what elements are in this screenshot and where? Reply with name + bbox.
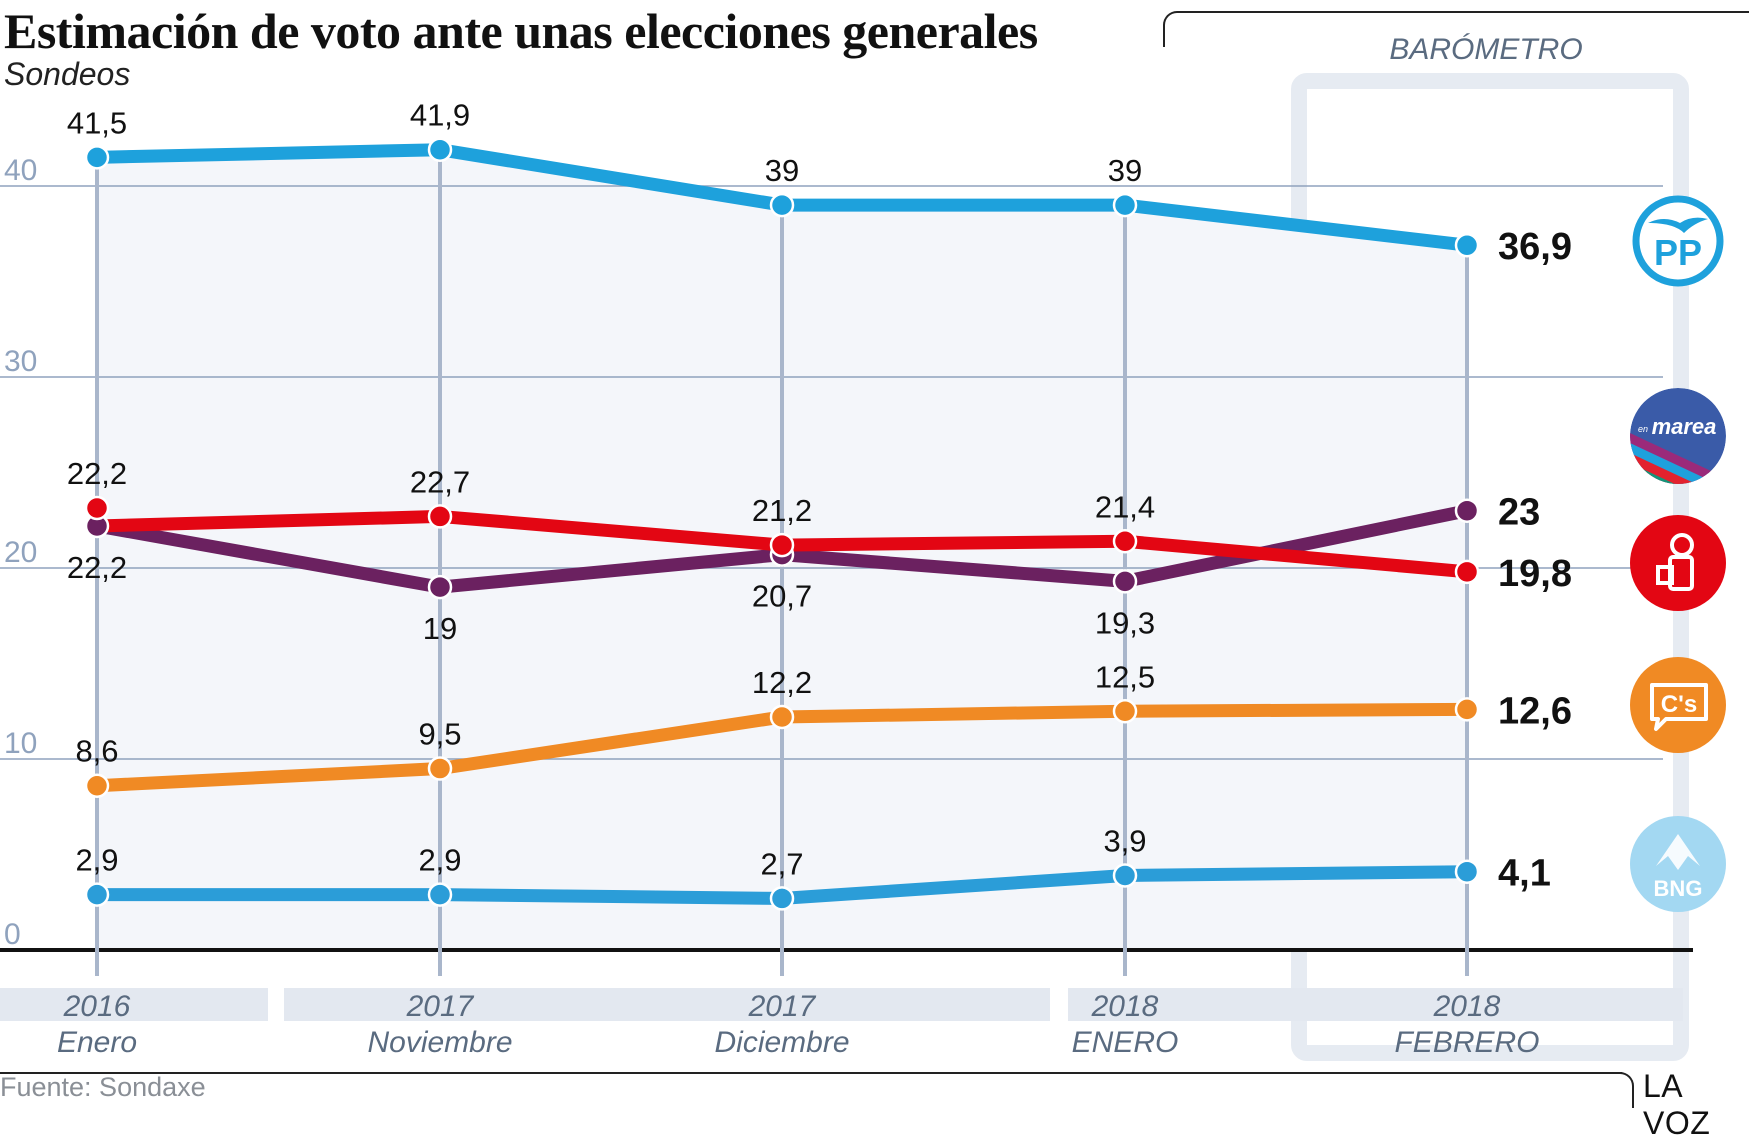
data-label: 2,9 (75, 843, 118, 878)
x-category-year: 2016 (63, 990, 131, 1023)
data-label: 21,2 (752, 493, 812, 528)
data-label: 3,9 (1103, 824, 1146, 859)
data-point (1454, 697, 1480, 722)
title-rule-decoration (1163, 11, 1749, 47)
x-category-month: Enero (57, 1026, 137, 1059)
data-point (1112, 192, 1138, 218)
data-point (427, 756, 453, 781)
y-tick-label: 30 (4, 345, 37, 378)
x-category-month: Noviembre (367, 1026, 512, 1059)
y-tick-label: 40 (4, 154, 37, 187)
data-point (769, 192, 795, 218)
year-band (1068, 988, 1683, 1021)
x-category-year: 2018 (1433, 990, 1501, 1023)
year-band (284, 988, 1050, 1021)
data-label: 21,4 (1095, 489, 1155, 524)
data-label: 12,2 (752, 665, 812, 700)
bng-logo-icon: BNG (1630, 816, 1726, 912)
data-point (1112, 863, 1138, 888)
chart-title: Estimación de voto ante unas elecciones … (4, 3, 1038, 59)
x-category-month: Diciembre (714, 1026, 849, 1059)
brand-label: LA VOZ (1643, 1068, 1711, 1141)
footer-rule (0, 1072, 1622, 1075)
barometro-highlight-box (1291, 73, 1689, 1061)
barometro-label: BARÓMETRO (1389, 33, 1583, 66)
x-category-year: 2018 (1091, 990, 1159, 1023)
cs-logo-icon: C's (1630, 657, 1726, 753)
data-label: 39 (765, 153, 799, 188)
chart-subtitle: Sondeos (4, 56, 131, 92)
data-point (427, 137, 453, 162)
data-label: 22,7 (410, 464, 470, 499)
data-point (1454, 498, 1480, 523)
final-value-label: 36,9 (1498, 226, 1572, 268)
en-marea-logo-text: marea (1652, 414, 1717, 439)
data-point (427, 574, 453, 600)
footer-rule-curve (1618, 1072, 1634, 1108)
data-point (427, 882, 453, 907)
psoe-rose-fist-logo-icon (1630, 515, 1726, 611)
pp-logo-icon: PP (1630, 193, 1726, 289)
data-point (769, 704, 795, 730)
data-label: 9,5 (418, 717, 461, 752)
final-value-label: 23 (1498, 492, 1540, 534)
y-tick-label: 20 (4, 536, 37, 569)
x-category-year: 2017 (406, 990, 475, 1023)
data-point (84, 882, 110, 907)
data-point (1454, 859, 1480, 884)
y-tick-label: 10 (4, 727, 37, 760)
data-point (1112, 529, 1138, 554)
bng-logo-text: BNG (1654, 876, 1703, 901)
line-chart: 0 10 20 30 40 41,5 41,9 39 39 36,9 22,2 22,7 21,2 21… (0, 98, 1693, 1059)
cs-logo-text: C's (1661, 691, 1697, 718)
data-label: 19,3 (1095, 605, 1155, 640)
y-tick-label: 0 (4, 918, 21, 951)
data-point (84, 773, 110, 798)
x-category-year: 2017 (748, 990, 817, 1023)
x-category-month: FEBRERO (1394, 1026, 1539, 1059)
data-label: 41,9 (410, 98, 470, 133)
data-point (427, 504, 453, 529)
data-point (1112, 569, 1138, 594)
en-marea-logo-prefix: en (1638, 424, 1648, 434)
x-category-month: ENERO (1072, 1026, 1179, 1059)
data-point (84, 495, 110, 521)
data-point (84, 145, 110, 170)
en-marea-logo-icon: en marea (1630, 388, 1726, 484)
data-point (1454, 559, 1480, 585)
final-value-label: 19,8 (1498, 553, 1572, 595)
data-label: 41,5 (67, 105, 127, 140)
data-label: 8,6 (75, 734, 118, 769)
data-label: 2,7 (760, 846, 803, 881)
final-value-label: 4,1 (1498, 853, 1551, 895)
data-label: 20,7 (752, 579, 812, 614)
data-point (769, 886, 795, 911)
data-label: 22,2 (67, 456, 127, 491)
data-point (1112, 699, 1138, 724)
data-point (769, 532, 795, 558)
pp-logo-text: PP (1654, 232, 1702, 273)
data-point (1454, 232, 1480, 258)
source-note: Fuente: Sondaxe (0, 1072, 206, 1102)
final-value-label: 12,6 (1498, 690, 1572, 732)
data-label: 12,5 (1095, 659, 1155, 694)
data-label: 22,2 (67, 550, 127, 585)
data-label: 39 (1108, 153, 1142, 188)
year-band (0, 988, 268, 1021)
data-label: 19 (423, 611, 457, 646)
data-label: 2,9 (418, 843, 461, 878)
